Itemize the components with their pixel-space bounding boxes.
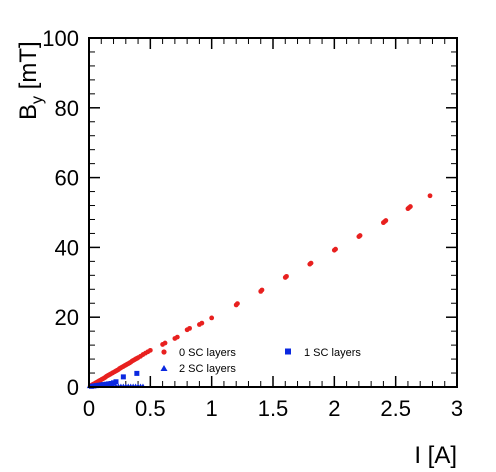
x-tick-label: 2.5 [380,396,411,421]
legend: 0 SC layers 1 SC layers 2 SC layers [160,347,361,375]
data-points [86,193,433,389]
series-0 [87,193,433,389]
data-point-circle [174,334,180,340]
data-point-circle [333,246,338,252]
legend-marker-0-sc [161,349,167,355]
y-tick-labels: 0 20 40 60 80 100 [42,26,79,400]
legend-marker-1-sc [285,348,291,355]
legend-label-0-sc: 0 SC layers [179,347,236,359]
data-point-circle [199,320,205,326]
legend-marker-2-sc [160,365,168,371]
legend-label-2-sc: 2 SC layers [179,363,236,375]
y-tick-label: 80 [55,96,79,121]
data-point-circle [209,315,215,321]
data-point-circle [427,193,433,199]
data-point-circle [383,218,389,223]
x-tick-label: 0.5 [135,396,166,421]
data-point-circle [308,260,314,266]
data-point-circle [407,204,413,209]
y-axis-title-unit: [mT] [15,41,42,96]
x-tick-label: 2 [328,396,340,421]
x-tick-label: 1.5 [258,396,289,421]
data-point-circle [235,301,240,306]
x-tick-labels: 0 0.5 1 1.5 2 2.5 3 [83,396,463,421]
y-tick-label: 20 [55,305,79,330]
y-tick-label: 60 [55,166,79,191]
data-point-circle [187,325,192,331]
data-point-circle [162,340,168,346]
y-tick-label: 100 [42,26,79,51]
y-tick-label: 40 [55,235,79,260]
y-axis-ticks [89,37,457,388]
x-tick-label: 3 [451,396,463,421]
data-point-circle [284,273,289,279]
x-tick-label: 0 [83,396,95,421]
y-axis-title-main: B [15,104,42,120]
x-axis-ticks [88,38,458,387]
legend-label-1-sc: 1 SC layers [304,347,361,359]
y-tick-label: 0 [67,375,79,400]
data-point-circle [147,347,153,353]
y-axis-title: By [mT] [15,41,46,120]
x-axis-title: I [A] [414,442,457,469]
y-axis-title-sub: y [29,96,46,104]
x-tick-label: 1 [206,396,218,421]
data-point-circle [357,233,363,238]
data-point-square [134,370,140,376]
plot-frame [88,37,458,388]
data-point-square [113,379,119,385]
data-point-circle [259,287,265,293]
data-point-square [120,374,126,380]
